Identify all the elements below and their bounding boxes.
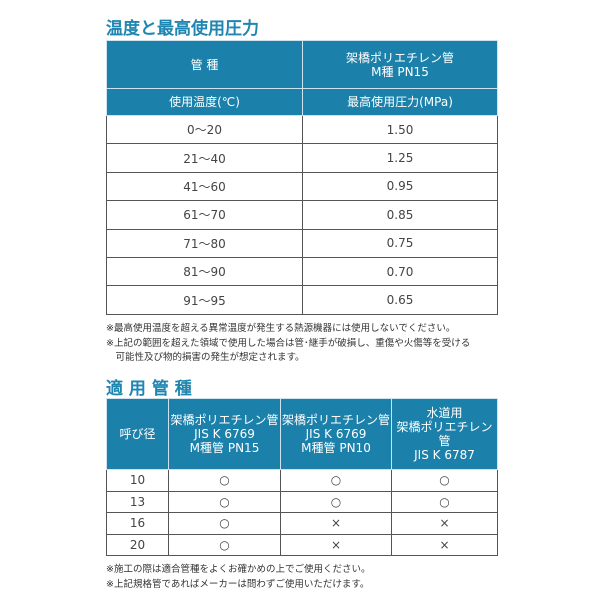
compatibility-cell: ○ xyxy=(168,490,281,513)
table-row: 10 ○ ○ ○ xyxy=(106,469,498,492)
header-pipe-type: 管 種 xyxy=(106,40,303,89)
table-row: 16 ○ × × xyxy=(106,512,498,535)
temperature-cell: 61～70 xyxy=(106,200,303,230)
table-row: 41～60 0.95 xyxy=(106,171,498,202)
compatibility-cell: × xyxy=(391,533,498,556)
header-pipe-name: 架橋ポリエチレン管 M種 PN15 xyxy=(302,40,498,89)
table-row: 0～20 1.50 xyxy=(106,114,498,145)
temperature-cell: 81～90 xyxy=(106,256,303,287)
note: ※上記の範囲を超えた領域で使用した場合は管･継手が破損し、重傷や火傷等を受ける xyxy=(106,338,471,349)
table-row: 21～40 1.25 xyxy=(106,143,498,173)
compatibility-cell: ○ xyxy=(280,490,392,513)
compatibility-cell: ○ xyxy=(168,512,281,535)
compatibility-cell: × xyxy=(280,533,392,556)
header-nominal-size: 呼び径 xyxy=(106,398,169,470)
pressure-cell: 0.75 xyxy=(302,228,498,258)
nominal-size-cell: 20 xyxy=(106,533,169,556)
pressure-cell: 0.65 xyxy=(302,285,498,315)
section-title-temperature-pressure: 温度と最高使用圧力 xyxy=(106,19,259,39)
pressure-cell: 0.95 xyxy=(302,171,498,202)
temperature-cell: 0～20 xyxy=(106,114,303,145)
table-row: 81～90 0.70 xyxy=(106,256,498,287)
compatibility-cell: ○ xyxy=(168,469,281,492)
pressure-cell: 0.70 xyxy=(302,256,498,287)
compatibility-cell: × xyxy=(280,512,392,535)
nominal-size-cell: 13 xyxy=(106,490,169,513)
header-line: M種 PN15 xyxy=(371,64,429,79)
compatibility-cell: ○ xyxy=(391,469,498,492)
note: 可能性及び物的損害の発生が想定されます。 xyxy=(106,352,305,363)
nominal-size-cell: 10 xyxy=(106,469,169,492)
table-row: 91～95 0.65 xyxy=(106,285,498,315)
table-row: 61～70 0.85 xyxy=(106,200,498,230)
compatibility-cell: × xyxy=(391,512,498,535)
temperature-cell: 41～60 xyxy=(106,171,303,202)
note: ※上記規格管であればメーカーは問わずご使用いただけます。 xyxy=(106,579,370,590)
table-row: 13 ○ ○ ○ xyxy=(106,490,498,513)
pressure-cell: 1.50 xyxy=(302,114,498,145)
temperature-cell: 21～40 xyxy=(106,143,303,173)
compatibility-cell: ○ xyxy=(280,469,392,492)
temperature-cell: 91～95 xyxy=(106,285,303,315)
temperature-pressure-table: 管 種 架橋ポリエチレン管 M種 PN15 使用温度(℃) 最高使用圧力(MPa) … xyxy=(106,40,498,315)
header-temperature: 使用温度(℃) xyxy=(106,88,303,116)
compatibility-cell: ○ xyxy=(391,490,498,513)
table-row: 20 ○ × × xyxy=(106,533,498,556)
compatibility-cell: ○ xyxy=(168,533,281,556)
note: ※最高使用温度を超える異常温度が発生する熱源機器には使用しないでください。 xyxy=(106,323,456,334)
temperature-cell: 71～80 xyxy=(106,228,303,258)
note: ※施工の際は適合管種をよくお確かめの上でご使用ください。 xyxy=(106,564,371,575)
header-pipe: 水道用 架橋ポリエチレン管 JIS K 6787 xyxy=(391,398,498,470)
applicable-pipe-table: 呼び径 架橋ポリエチレン管 JIS K 6769 M種管 PN15 架橋ポリエチレン… xyxy=(106,398,498,556)
nominal-size-cell: 16 xyxy=(106,512,169,535)
header-line: 架橋ポリエチレン管 xyxy=(345,50,454,65)
header-pipe: 架橋ポリエチレン管 JIS K 6769 M種管 PN10 xyxy=(280,398,392,470)
section-title-applicable-pipes: 適 用 管 種 xyxy=(106,379,192,399)
header-pipe: 架橋ポリエチレン管 JIS K 6769 M種管 PN15 xyxy=(168,398,281,470)
table-row: 71～80 0.75 xyxy=(106,228,498,258)
pressure-cell: 1.25 xyxy=(302,143,498,173)
pressure-cell: 0.85 xyxy=(302,200,498,230)
header-pressure: 最高使用圧力(MPa) xyxy=(302,88,498,116)
